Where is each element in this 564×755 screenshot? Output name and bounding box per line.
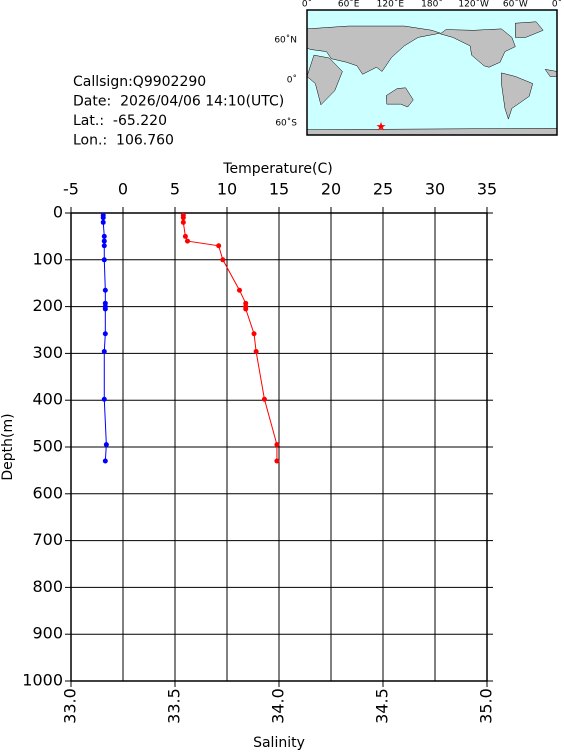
info-line: Lat.: -65.220 xyxy=(73,113,167,129)
data-point xyxy=(216,243,222,249)
x2-tick-label: 25 xyxy=(373,180,393,199)
map-lon-label: 180˚ xyxy=(421,0,443,10)
map-lat-label: 60˚N xyxy=(274,35,297,46)
data-point xyxy=(101,257,107,263)
map-lat-label: 0˚ xyxy=(287,75,297,86)
info-line: Date: 2026/04/06 14:10(UTC) xyxy=(73,94,284,110)
data-point xyxy=(100,215,106,221)
map-lon-label: 0˚ xyxy=(552,0,562,10)
profile-line xyxy=(182,215,278,462)
y-tick-label: 100 xyxy=(32,249,63,268)
x2-tick-label: 5 xyxy=(170,180,180,199)
x2-tick-label: -5 xyxy=(63,180,79,199)
map-lon-label: 60˚E xyxy=(338,0,360,10)
x-tick-label: 35.0 xyxy=(477,688,496,724)
info-line: Callsign:Q9902290 xyxy=(73,74,206,90)
map-lon-label: 60˚W xyxy=(503,0,528,10)
y-tick-label: 800 xyxy=(32,577,63,596)
data-point xyxy=(253,349,259,355)
x2-tick-label: 30 xyxy=(425,180,445,199)
y-tick-label: 600 xyxy=(32,483,63,502)
land xyxy=(307,54,343,106)
data-point xyxy=(101,349,107,355)
data-point xyxy=(184,238,190,244)
data-point xyxy=(180,219,186,225)
data-point xyxy=(180,215,186,221)
data-point xyxy=(236,287,242,293)
data-point xyxy=(243,306,249,312)
x-tick-label: 33.5 xyxy=(165,688,184,724)
x2-tick-label: 10 xyxy=(217,180,237,199)
land xyxy=(385,87,414,108)
x2-tick-label: 35 xyxy=(477,180,497,199)
data-point xyxy=(100,219,106,225)
data-point xyxy=(274,442,280,448)
location-star: ★ xyxy=(376,120,387,134)
y-tick-label: 300 xyxy=(32,343,63,362)
x2-tick-label: 0 xyxy=(118,180,128,199)
y-tick-label: 700 xyxy=(32,530,63,549)
map-lat-label: 60˚S xyxy=(275,118,297,129)
data-point xyxy=(103,442,109,448)
y-tick-label: 1000 xyxy=(22,671,63,690)
land xyxy=(544,68,557,77)
x2-tick-label: 20 xyxy=(321,180,341,199)
x-tick-label: 33.0 xyxy=(61,688,80,724)
map-lon-label: 120˚W xyxy=(458,0,489,10)
data-point xyxy=(101,233,107,239)
data-point xyxy=(251,331,257,337)
land xyxy=(501,72,533,120)
info-line: Lon.: 106.760 xyxy=(73,133,174,149)
data-point xyxy=(102,306,108,312)
land xyxy=(307,25,442,75)
map-lon-label: 120˚E xyxy=(377,0,405,10)
x-tick-label: 34.5 xyxy=(373,688,392,724)
data-point xyxy=(102,458,108,464)
data-point xyxy=(102,287,108,293)
data-point xyxy=(102,331,108,337)
data-point xyxy=(274,458,280,464)
data-point xyxy=(261,396,267,402)
map-lon-label: 0˚ xyxy=(302,0,312,10)
profile-line xyxy=(102,215,107,462)
y-tick-label: 200 xyxy=(32,296,63,315)
land xyxy=(439,28,516,68)
x-axis-label: Salinity xyxy=(253,735,305,751)
data-point xyxy=(182,233,188,239)
y-tick-label: 500 xyxy=(32,437,63,456)
y-axis-label: Depth(m) xyxy=(0,413,16,480)
x-tick-label: 34.0 xyxy=(269,688,288,724)
map-frame xyxy=(306,9,558,136)
land xyxy=(515,21,544,38)
data-point xyxy=(101,243,107,249)
x2-axis-label: Temperature(C) xyxy=(222,161,332,177)
y-tick-label: 900 xyxy=(32,624,63,643)
land xyxy=(307,128,557,135)
data-point xyxy=(101,396,107,402)
data-point xyxy=(220,257,226,263)
y-tick-label: 0 xyxy=(53,203,63,222)
x2-tick-label: 15 xyxy=(269,180,289,199)
data-point xyxy=(101,238,107,244)
y-tick-label: 400 xyxy=(32,390,63,409)
